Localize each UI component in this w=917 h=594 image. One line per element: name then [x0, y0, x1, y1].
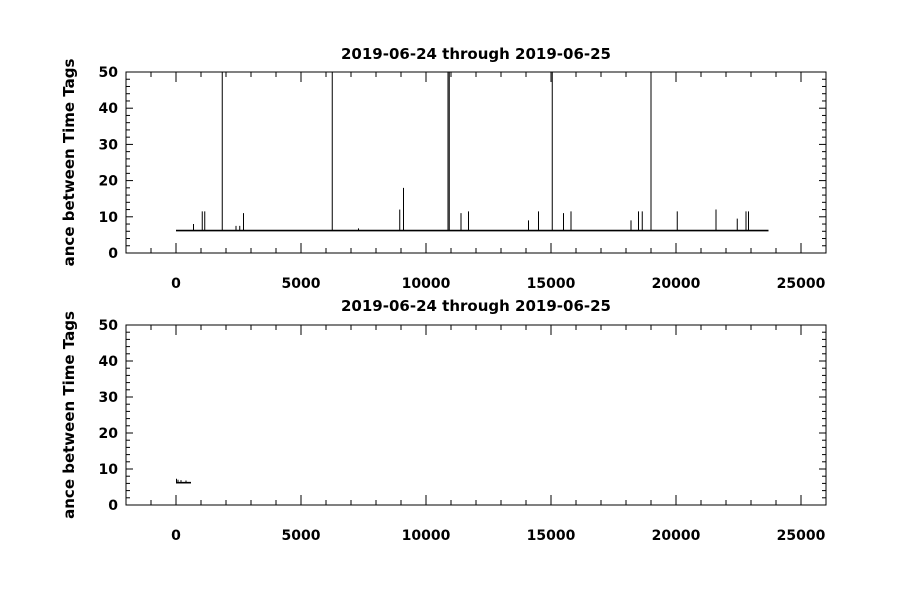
x-tick-label: 15000 — [527, 276, 576, 292]
x-tick-label: 10000 — [402, 276, 451, 292]
x-tick-label: 5000 — [282, 528, 321, 544]
y-tick-label: 20 — [99, 174, 119, 190]
data-marks — [176, 72, 769, 232]
chart-title: 2019-06-24 through 2019-06-25 — [341, 297, 611, 315]
x-tick-label: 20000 — [652, 528, 701, 544]
x-tick-label: 0 — [171, 276, 181, 292]
y-axis-label: ance between Time Tags — [60, 59, 78, 267]
y-tick-label: 0 — [108, 246, 118, 262]
plot-frame — [125, 324, 827, 506]
chart-panel-top: 2019-06-24 through 2019-06-25 ance betwe… — [60, 45, 827, 292]
chart-title: 2019-06-24 through 2019-06-25 — [341, 45, 611, 63]
axis-ticks: 0 10 20 30 40 50 0 5000 10000 15000 20000 25000 — [99, 65, 827, 292]
x-tick-label: 5000 — [282, 276, 321, 292]
x-tick-label: 20000 — [652, 276, 701, 292]
y-tick-label: 20 — [99, 426, 119, 442]
y-tick-label: 30 — [99, 390, 119, 406]
chart-panel-bottom: 2019-06-24 through 2019-06-25 ance betwe… — [60, 297, 827, 544]
y-axis-label: ance between Time Tags — [60, 311, 78, 519]
y-tick-label: 50 — [99, 65, 119, 81]
y-tick-label: 40 — [99, 354, 119, 370]
axis-ticks: 0 10 20 30 40 50 0 5000 10000 15000 20000 25000 — [99, 318, 827, 544]
y-tick-label: 40 — [99, 101, 119, 117]
y-tick-label: 50 — [99, 318, 119, 334]
y-tick-label: 0 — [108, 498, 118, 514]
data-marks — [176, 478, 191, 484]
y-tick-label: 30 — [99, 137, 119, 153]
x-tick-label: 10000 — [402, 528, 451, 544]
plot-frame — [125, 71, 827, 254]
x-tick-label: 25000 — [777, 528, 826, 544]
x-tick-label: 15000 — [527, 528, 576, 544]
y-tick-label: 10 — [99, 210, 119, 226]
y-tick-label: 10 — [99, 462, 119, 478]
x-tick-label: 25000 — [777, 276, 826, 292]
x-tick-label: 0 — [171, 528, 181, 544]
